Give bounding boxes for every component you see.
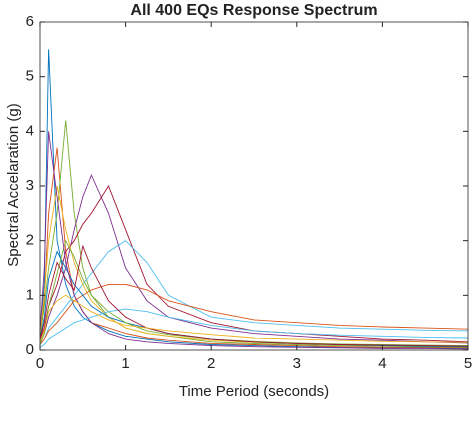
series-line xyxy=(39,239,469,347)
y-tick-label: 4 xyxy=(26,122,34,139)
series-line xyxy=(39,49,469,349)
x-tick-label: 4 xyxy=(378,355,386,372)
series-line xyxy=(39,250,469,348)
series-line xyxy=(39,294,469,343)
x-tick-label: 2 xyxy=(207,355,215,372)
series-line xyxy=(39,185,469,347)
x-tick-label: 1 xyxy=(121,355,129,372)
series-line xyxy=(39,308,469,348)
x-tick-label: 0 xyxy=(36,355,44,372)
series-line xyxy=(39,283,469,345)
series-line xyxy=(39,240,469,345)
plot-frame xyxy=(39,21,469,351)
series-line xyxy=(39,131,469,350)
y-tick-label: 0 xyxy=(26,341,34,358)
series-line xyxy=(39,244,469,347)
series-line xyxy=(39,173,469,344)
y-axis-label: Spectral Accelaration (g) xyxy=(5,103,22,266)
y-tick-label: 2 xyxy=(26,232,34,249)
y-tick-label: 5 xyxy=(26,68,34,85)
y-tick-label: 6 xyxy=(26,13,34,30)
x-tick-label: 5 xyxy=(464,355,472,372)
y-tick-label: 1 xyxy=(26,286,34,303)
x-tick-label: 3 xyxy=(293,355,301,372)
chart-title: All 400 EQs Response Spectrum xyxy=(130,2,377,19)
x-axis-label: Time Period (seconds) xyxy=(179,383,329,400)
series-line xyxy=(39,185,469,343)
series-line xyxy=(39,147,469,349)
y-tick-label: 3 xyxy=(26,177,34,194)
